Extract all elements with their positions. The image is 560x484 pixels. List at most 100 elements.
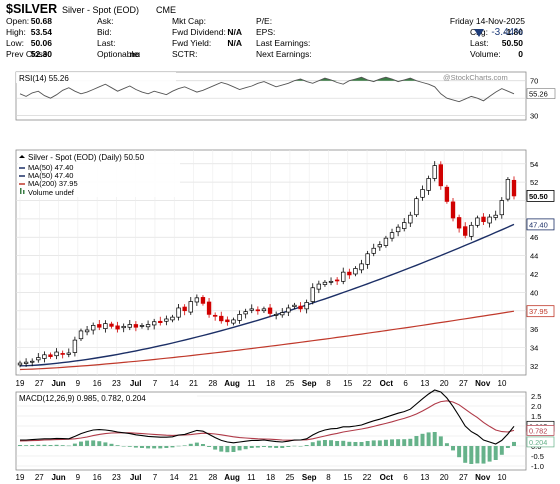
field-label: Ask: [97,16,114,26]
histogram-bar [469,446,474,464]
histogram-bar [48,445,53,446]
histogram-bar [36,444,41,446]
x-tick-label: 23 [112,379,121,388]
candle-body [426,178,431,191]
macd-panel: MACD(12,26,9) 0.985, 0.782, 0.204 -1.0-0… [15,389,555,471]
candle-body [206,301,212,315]
histogram-bar [268,446,273,448]
rsi-axis: 30 70 55.26 [526,77,556,121]
candle-body [432,165,437,179]
histogram-bar [200,444,205,446]
histogram-bar [432,432,437,446]
x-tick-label-bottom: 22 [363,473,372,482]
histogram-bar [505,446,510,448]
rsi-panel: RSI(14) 55.26 @StockCharts.com 30 70 55.26 [15,71,556,121]
candle-body [328,280,334,283]
histogram-bar [481,446,486,464]
candle-body [255,309,261,312]
candle-body [487,216,492,224]
histogram-bar [213,446,218,450]
candle-body [158,320,163,324]
histogram-bar [426,432,431,446]
candle-body [249,308,254,311]
histogram-bar [249,446,254,448]
rsi-tick-label: 70 [530,77,538,86]
last-price-label: 50.50 [529,192,548,201]
hist-tag-box [526,436,555,448]
signal-tag-label: 0.782 [529,426,547,435]
x-tick-label-bottom: Oct [380,473,394,482]
price-tick-label: 34 [530,343,538,352]
histogram-bar [274,446,279,448]
candle-body [505,179,511,200]
x-tick-label: 8 [326,379,331,388]
histogram-bar [170,446,175,448]
x-tick-label: Sep [302,379,317,388]
macd-tick-label: 2.0 [531,402,541,411]
candle-body [408,214,413,224]
candle-body [438,164,443,187]
histogram-bar [493,446,498,460]
histogram-bar [414,436,419,446]
x-tick-label: 9 [76,379,81,388]
x-tick-label: 15 [343,379,352,388]
histogram-bar [237,446,242,451]
histogram-bar [286,446,291,447]
candle-body [139,325,145,327]
field-label: Last: [97,38,115,48]
candle-body [316,283,322,290]
x-tick-label-bottom: 27 [459,473,468,482]
candle-body [54,351,59,357]
x-tick-label-bottom: 18 [266,473,275,482]
candle-body [322,281,328,285]
field-value: -1.80 [504,27,524,37]
candle-body [493,214,498,218]
histogram-bar [396,439,401,446]
candle-body [383,237,389,246]
candle-body [103,323,108,329]
histogram-bar [365,441,370,446]
histogram-bar [139,446,144,448]
histogram-bar [188,443,193,446]
last-price-box [526,190,555,202]
x-tick-label: 27 [35,379,44,388]
candle-body [151,321,157,326]
x-tick-label: 27 [459,379,468,388]
candle-body [188,301,193,313]
histogram-bar [103,442,108,446]
symbol: $SILVER [6,2,57,16]
candle-body [499,200,504,216]
candle-body [359,263,364,271]
macd-line [20,389,515,445]
rsi-value-tag [526,88,556,99]
x-tick-label-bottom: 14 [170,473,179,482]
histogram-bar [457,446,462,458]
field-label: High: [6,27,26,37]
candle-body [389,232,395,239]
candle-body [365,253,370,265]
candle-body [48,354,53,357]
histogram-bar [383,439,388,446]
header: $SILVER Silver - Spot (EOD) CME Friday 1… [6,2,525,59]
ma50-line [19,223,515,367]
x-axis: 19 27 Jun 9 16 23 Jul 7 14 21 28 Aug 11 18 25 Sep 8 15 22 O… [16,379,507,388]
histogram-bar [85,440,90,446]
ma200-line [19,310,515,371]
price-tick-label: 54 [530,160,538,169]
candle-body [298,305,303,310]
field-value: no [130,49,140,59]
rsi-line [19,76,515,103]
x-tick-label-bottom: Nov [475,473,491,482]
field-label: Last: [470,38,488,48]
x-tick-label-bottom: 28 [208,473,217,482]
x-axis-bottom: 19 27 Jun 9 16 23 Jul 7 14 21 28 Aug 11 18 25 Sep 8 15 22 O… [16,473,507,482]
histogram-bar [207,446,212,447]
candle-body [377,244,383,248]
candle-body [145,324,151,328]
signal-line [19,400,515,442]
candle-body [66,352,71,355]
field-value: 52.30 [31,49,53,59]
x-tick-label: 22 [363,379,372,388]
candle-body [444,186,450,202]
